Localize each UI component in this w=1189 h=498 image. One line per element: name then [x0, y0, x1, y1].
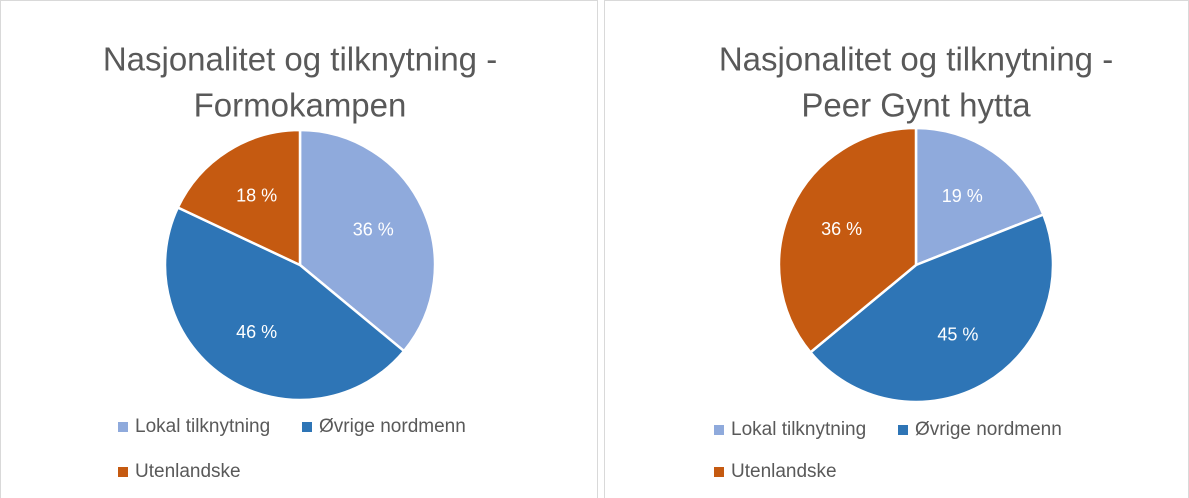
- legend-swatch: [714, 425, 724, 435]
- data-label: 19 %: [942, 186, 983, 206]
- legend-label: Øvrige nordmenn: [319, 416, 466, 437]
- chart-title: Peer Gynt hytta: [801, 87, 1031, 124]
- chart-title: Formokampen: [194, 87, 407, 124]
- legend-swatch: [118, 422, 128, 432]
- legend-label: Lokal tilknytning: [135, 416, 270, 437]
- data-label: 45 %: [937, 325, 978, 345]
- legend-swatch: [714, 467, 724, 477]
- legend-swatch: [118, 467, 128, 477]
- chart-title: Nasjonalitet og tilknytning -: [719, 41, 1113, 78]
- pie-slice: [176, 128, 302, 267]
- legend-label: Utenlandske: [731, 461, 837, 482]
- pie-slice: [808, 212, 1055, 404]
- data-label: 36 %: [821, 219, 862, 239]
- legend-label: Lokal tilknytning: [731, 419, 866, 440]
- legend-swatch: [302, 422, 312, 432]
- legend-label: Utenlandske: [135, 461, 241, 482]
- data-label: 36 %: [353, 219, 394, 239]
- legend-swatch: [898, 425, 908, 435]
- chart-title: Nasjonalitet og tilknytning -: [103, 41, 497, 78]
- pie-slice: [914, 126, 1046, 267]
- pie-slice: [777, 126, 918, 355]
- legend-label: Øvrige nordmenn: [915, 419, 1062, 440]
- pie-slice: [298, 128, 437, 353]
- data-label: 18 %: [236, 185, 277, 205]
- data-label: 46 %: [236, 322, 277, 342]
- pie-slice: [163, 205, 406, 402]
